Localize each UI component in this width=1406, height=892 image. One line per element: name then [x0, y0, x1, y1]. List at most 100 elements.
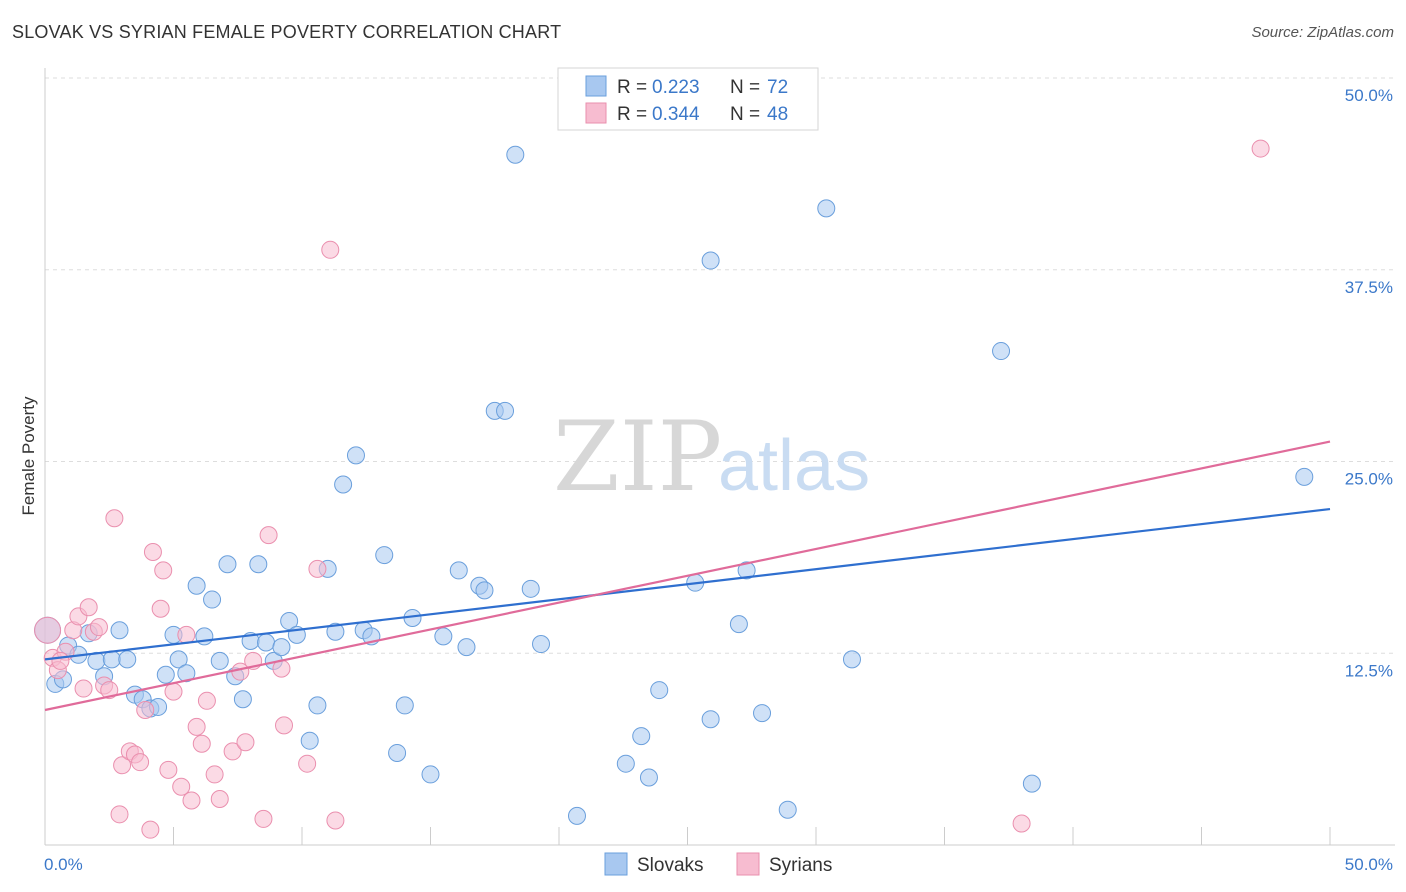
bottom-legend-swatch-syrians [736, 852, 760, 876]
syrians-point [321, 240, 340, 259]
slovaks-point [1022, 774, 1041, 793]
axis-layer [44, 68, 1395, 846]
legend-r-label-syrians: R = [617, 104, 647, 125]
syrians-point [192, 734, 211, 753]
slovaks-point [639, 768, 658, 787]
y-tick-label: 50.0% [1345, 86, 1393, 105]
slovaks-point [308, 696, 327, 715]
slovaks-point [169, 650, 188, 669]
chart-title: SLOVAK VS SYRIAN FEMALE POVERTY CORRELAT… [12, 22, 562, 42]
slovaks-point [753, 704, 772, 723]
slovaks-point [449, 561, 468, 580]
syrians-point [113, 756, 132, 775]
slovaks-points [34, 145, 1314, 825]
slovaks-point [375, 546, 394, 565]
trend-lines [44, 440, 1331, 712]
bottom-legend: Slovaks Syrians [604, 852, 832, 876]
slovaks-point [257, 633, 276, 652]
syrians-point [131, 753, 150, 772]
slovaks-point [421, 765, 440, 784]
slovaks-point [118, 650, 137, 669]
syrians-point [154, 561, 173, 580]
slovaks-trend-line [44, 507, 1331, 661]
slovaks-point [249, 555, 268, 574]
x-tick-label: 50.0% [1345, 855, 1393, 874]
syrians-point [236, 733, 255, 752]
y-axis-title: Female Poverty [19, 396, 38, 516]
syrians-point [275, 716, 294, 735]
slovaks-point [817, 199, 836, 218]
source-label: Source: ZipAtlas.com [1251, 24, 1394, 41]
syrians-point [89, 618, 108, 637]
syrians-point [182, 791, 201, 810]
syrians-point [159, 760, 178, 779]
legend-n-label-slovaks: N = [730, 77, 760, 98]
slovaks-point [233, 690, 252, 709]
watermark-atlas: atlas [718, 426, 870, 506]
y-tick-label: 37.5% [1345, 278, 1393, 297]
slovaks-point [388, 743, 407, 762]
slovaks-point [187, 576, 206, 595]
slovaks-point [203, 590, 222, 609]
slovaks-point [326, 622, 345, 641]
syrians-point [254, 809, 273, 828]
legend-r-value-syrians: 0.344 [652, 104, 700, 125]
slovaks-point [842, 650, 861, 669]
slovaks-point [346, 446, 365, 465]
syrians-point [100, 681, 119, 700]
syrians-point [1012, 814, 1031, 833]
syrians-point [326, 811, 345, 830]
slovaks-point [156, 665, 175, 684]
syrians-point [177, 625, 196, 644]
slovaks-point [300, 731, 319, 750]
grid-layer [45, 77, 1395, 654]
syrians-point [143, 543, 162, 562]
x-tick-label: 0.0% [44, 855, 83, 874]
syrians-point [197, 691, 216, 710]
legend-swatch-syrians [585, 102, 607, 124]
y-tick-label: 25.0% [1345, 470, 1393, 489]
slovaks-point [395, 696, 414, 715]
syrians-trend-line [44, 440, 1331, 712]
syrians-point [1251, 139, 1270, 158]
slovaks-point [210, 651, 229, 670]
slovaks-point [177, 664, 196, 683]
slovaks-point [434, 627, 453, 646]
watermark-zip: ZIP [553, 401, 722, 513]
syrians-point [79, 598, 98, 617]
syrians-point [74, 679, 93, 698]
slovaks-point [650, 681, 669, 700]
slovaks-point [218, 555, 237, 574]
slovaks-point [737, 561, 756, 580]
syrians-point [223, 742, 242, 761]
legend-r-value-slovaks: 0.223 [652, 77, 700, 98]
slovaks-point [102, 650, 121, 669]
syrians-point [172, 777, 191, 796]
syrians-point [210, 789, 229, 808]
slovaks-point [701, 710, 720, 729]
syrians-point [164, 682, 183, 701]
slovaks-point [616, 754, 635, 773]
slovaks-point [778, 800, 797, 819]
slovaks-point [992, 342, 1011, 361]
slovaks-point [272, 638, 291, 657]
syrians-point [187, 717, 206, 736]
slovaks-point [632, 727, 651, 746]
legend-r-label-slovaks: R = [617, 77, 647, 98]
slovaks-point [1295, 467, 1314, 486]
syrians-point [105, 509, 124, 528]
slovaks-point [496, 401, 515, 420]
slovaks-point [701, 251, 720, 270]
bottom-legend-label-syrians: Syrians [769, 855, 832, 876]
syrians-point [51, 651, 70, 670]
syrians-point [308, 559, 327, 578]
slovaks-point [457, 638, 476, 657]
syrians-point [34, 616, 62, 644]
legend-n-label-syrians: N = [730, 104, 760, 125]
slovaks-point [532, 635, 551, 654]
syrians-point [110, 805, 129, 824]
slovaks-point [567, 806, 586, 825]
slovaks-point [506, 145, 525, 164]
y-tick-label: 12.5% [1345, 661, 1393, 680]
